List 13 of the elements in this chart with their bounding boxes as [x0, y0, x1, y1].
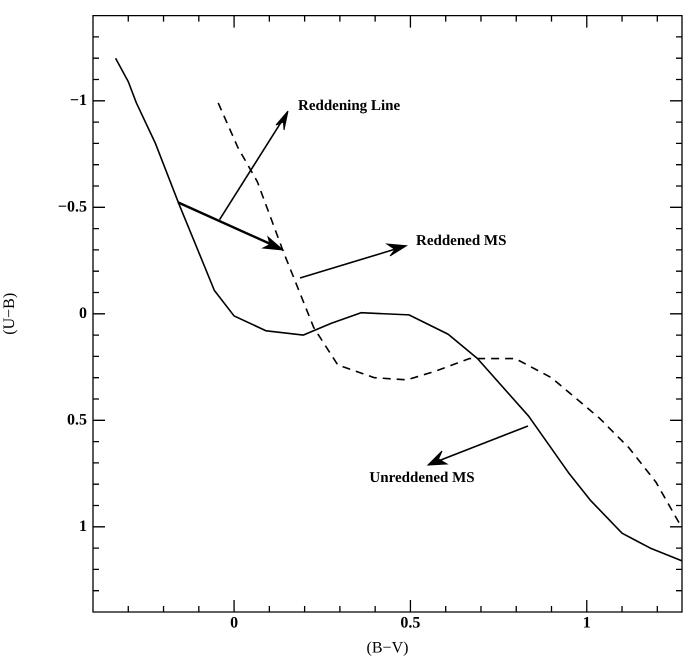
y-tick-label: 0	[79, 304, 87, 322]
annotation: Unreddened MS	[369, 470, 475, 486]
y-tick-label: 1	[79, 518, 87, 535]
y-tick-label: −0.5	[58, 198, 87, 216]
annotation: Reddened MS	[416, 232, 506, 249]
y-tick-label: −1	[70, 92, 87, 109]
x-axis-title: (B−V)	[366, 640, 408, 657]
y-axis-title: (U−B)	[0, 292, 18, 335]
annotation: Reddening Line	[298, 98, 400, 114]
y-tick-label: 0.5	[67, 411, 87, 428]
x-tick-label: 1	[582, 614, 591, 632]
x-tick-label: 0	[230, 614, 238, 632]
x-tick-label: 0.5	[400, 614, 420, 632]
